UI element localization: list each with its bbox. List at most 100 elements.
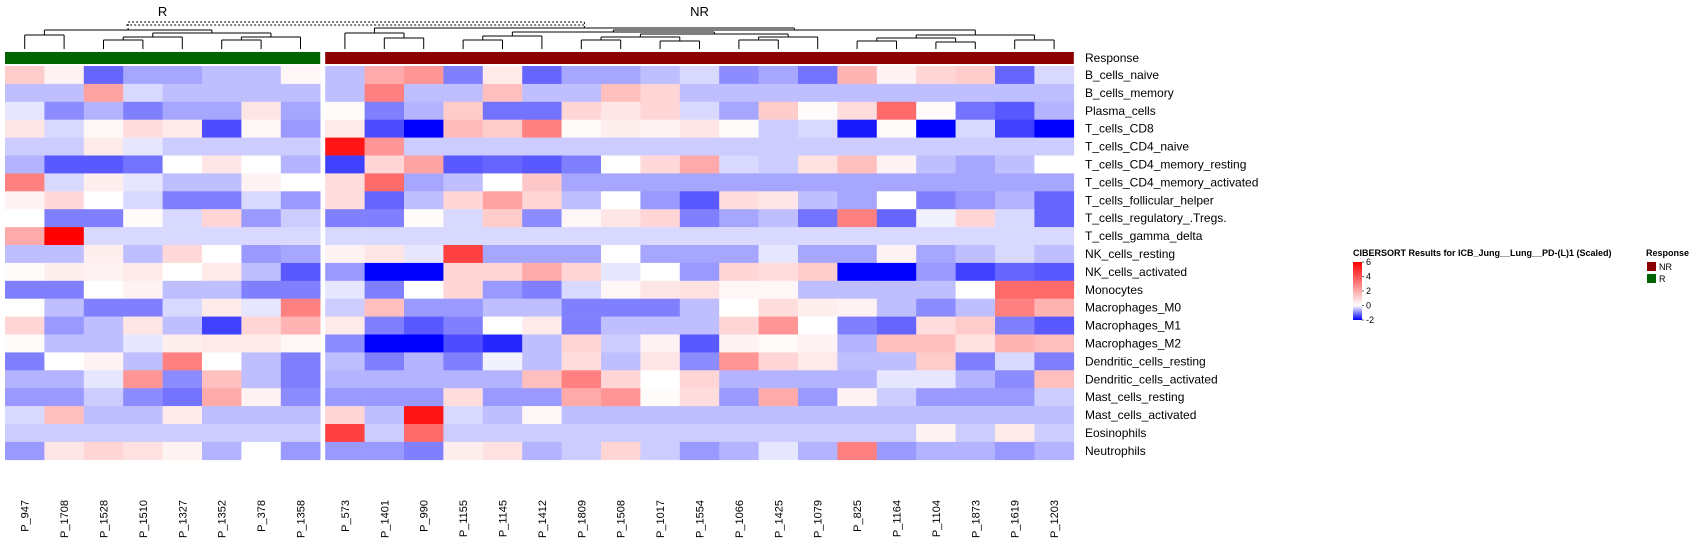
heatmap-cell bbox=[364, 316, 405, 335]
heatmap-cell bbox=[44, 137, 85, 156]
heatmap-cell bbox=[679, 370, 720, 389]
heatmap-cell bbox=[995, 424, 1035, 443]
heatmap-cell bbox=[522, 227, 562, 246]
heatmap-cell bbox=[798, 406, 838, 425]
heatmap-cell bbox=[280, 316, 321, 335]
heatmap-cell bbox=[404, 406, 444, 425]
heatmap-cell bbox=[758, 83, 799, 103]
heatmap-cell bbox=[83, 119, 124, 138]
heatmap-cell bbox=[798, 334, 838, 353]
heatmap-cell bbox=[561, 155, 602, 174]
heatmap-cell bbox=[679, 173, 720, 192]
heatmap-cell bbox=[83, 191, 124, 210]
heatmap-cell bbox=[798, 66, 838, 85]
column-label: P_1079 bbox=[813, 500, 825, 538]
heatmap-cell bbox=[364, 441, 405, 461]
column-label: P_1554 bbox=[695, 500, 707, 538]
heatmap-cell bbox=[601, 137, 641, 156]
heatmap-cell bbox=[955, 209, 996, 228]
heatmap-cell bbox=[5, 119, 45, 138]
column-labels: P_947 P_1708 P_1528 P_1510 P_1327 P_1352 P_378… bbox=[20, 500, 1061, 538]
heatmap-cell bbox=[83, 227, 124, 246]
heatmap-cell bbox=[202, 227, 242, 246]
heatmap-cell bbox=[837, 262, 878, 282]
heatmap-cell bbox=[123, 334, 163, 353]
heatmap-cell bbox=[325, 101, 365, 120]
heatmap-cell bbox=[162, 245, 203, 264]
heatmap-cell bbox=[162, 66, 203, 85]
heatmap-cell bbox=[876, 280, 917, 299]
heatmap-cell bbox=[719, 191, 759, 210]
heatmap-cell bbox=[123, 245, 163, 264]
heatmap-cell bbox=[482, 424, 523, 443]
row-label: NK_cells_resting bbox=[1085, 247, 1175, 261]
heatmap-cell bbox=[995, 370, 1035, 389]
heatmap-cell bbox=[443, 155, 484, 174]
heatmap-cell bbox=[123, 209, 163, 228]
legend-tick-label: 6 bbox=[1366, 257, 1371, 267]
heatmap-cell bbox=[561, 316, 602, 335]
heatmap-cell bbox=[601, 280, 641, 299]
heatmap-cell bbox=[601, 424, 641, 443]
heatmap-cell bbox=[876, 101, 917, 120]
heatmap-cell bbox=[44, 155, 85, 174]
heatmap-cell bbox=[719, 316, 759, 335]
heatmap-cell bbox=[995, 298, 1035, 317]
color-scale-bar bbox=[1353, 262, 1362, 320]
heatmap-cell bbox=[522, 101, 562, 120]
heatmap-cell bbox=[162, 227, 203, 246]
column-label: P_1412 bbox=[537, 500, 549, 538]
heatmap-cell bbox=[404, 83, 444, 103]
heatmap-cell bbox=[719, 388, 759, 407]
heatmap-cell bbox=[601, 441, 641, 461]
column-label: P_947 bbox=[20, 500, 32, 532]
column-dendrogram bbox=[24, 21, 1055, 49]
heatmap-cell bbox=[202, 101, 242, 120]
heatmap-cell bbox=[241, 245, 282, 264]
heatmap-cell bbox=[404, 370, 444, 389]
heatmap-cell bbox=[837, 119, 878, 138]
heatmap-cell bbox=[916, 388, 956, 407]
heatmap-cell bbox=[679, 101, 720, 120]
response-annotation-bar bbox=[5, 52, 1074, 64]
heatmap-cell bbox=[443, 245, 484, 264]
heatmap-cell bbox=[364, 227, 405, 246]
heatmap-cell bbox=[162, 173, 203, 192]
heatmap-cell bbox=[443, 316, 484, 335]
heatmap-cell bbox=[443, 441, 484, 461]
heatmap-cell bbox=[280, 66, 321, 85]
heatmap-cell bbox=[202, 388, 242, 407]
heatmap-cell bbox=[679, 334, 720, 353]
heatmap-cell bbox=[995, 388, 1035, 407]
heatmap-cell bbox=[5, 191, 45, 210]
heatmap-cell bbox=[202, 262, 242, 282]
heatmap-cell bbox=[679, 155, 720, 174]
column-label: P_1155 bbox=[458, 500, 470, 537]
heatmap-cell bbox=[241, 370, 282, 389]
heatmap-cell bbox=[5, 66, 45, 85]
heatmap-cell bbox=[1034, 209, 1075, 228]
heatmap-cell bbox=[876, 191, 917, 210]
heatmap-cell bbox=[325, 227, 365, 246]
heatmap-cell bbox=[5, 227, 45, 246]
column-label: P_378 bbox=[256, 500, 268, 532]
heatmap-cell bbox=[561, 298, 602, 317]
heatmap-cell bbox=[837, 298, 878, 317]
heatmap-cell bbox=[443, 334, 484, 353]
heatmap-cell bbox=[364, 370, 405, 389]
row-label: Neutrophils bbox=[1085, 444, 1146, 458]
heatmap-cell bbox=[162, 424, 203, 443]
cluster-label: R bbox=[158, 4, 167, 19]
heatmap-cell bbox=[876, 334, 917, 353]
heatmap-cell bbox=[443, 83, 484, 103]
heatmap-cell bbox=[719, 83, 759, 103]
heatmap-cell bbox=[123, 227, 163, 246]
heatmap-cell bbox=[482, 388, 523, 407]
column-label: P_1510 bbox=[138, 500, 150, 538]
heatmap-cell bbox=[837, 280, 878, 299]
heatmap-cell bbox=[364, 298, 405, 317]
heatmap-cell bbox=[123, 137, 163, 156]
heatmap-cell bbox=[758, 209, 799, 228]
heatmap-cell bbox=[202, 155, 242, 174]
heatmap-cell bbox=[202, 191, 242, 210]
